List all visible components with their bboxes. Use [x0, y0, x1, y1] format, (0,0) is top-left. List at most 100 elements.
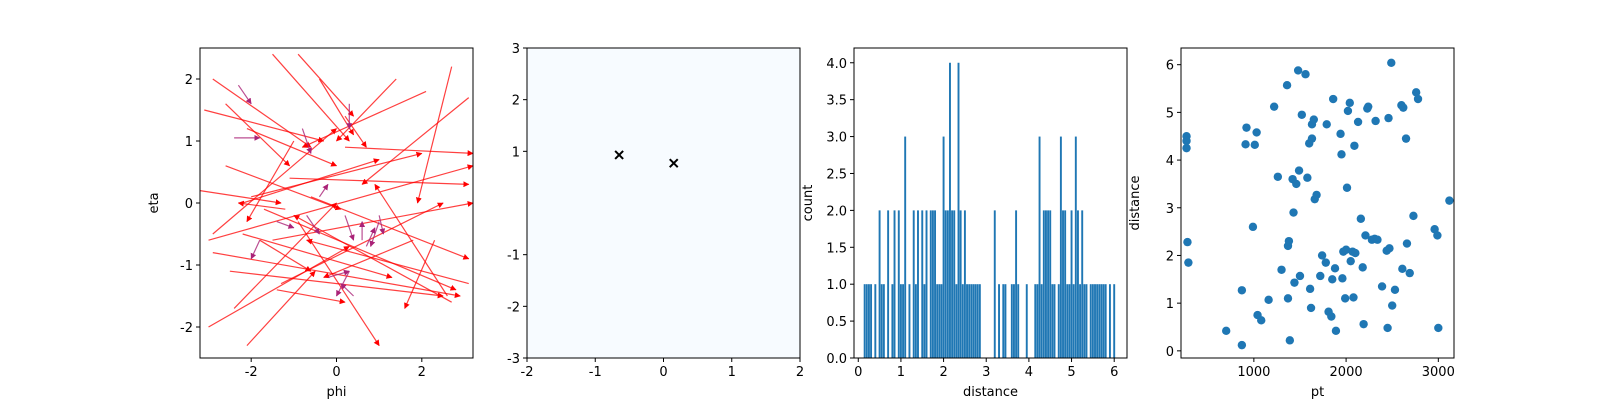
- scatter-point: [1295, 271, 1305, 281]
- arrow: [225, 103, 291, 167]
- scatter-point: [1340, 294, 1350, 303]
- scatter-point: [1241, 140, 1250, 149]
- bar: [931, 210, 934, 358]
- arrow: [280, 202, 444, 285]
- arrow: [225, 165, 342, 211]
- y-tick-label: -2: [507, 300, 520, 315]
- bar: [867, 284, 870, 358]
- heatmap-field: [527, 48, 800, 358]
- scatter-point: [1373, 235, 1382, 244]
- bar: [882, 284, 885, 358]
- scatter-point: [1257, 316, 1266, 325]
- bar: [972, 284, 975, 358]
- y-axis-label: distance: [1128, 175, 1143, 230]
- bar: [938, 284, 941, 358]
- scatter-point: [1264, 295, 1273, 305]
- y-tick-label: 2.0: [826, 204, 847, 219]
- arrow: [246, 128, 338, 167]
- scatter-point: [1293, 66, 1303, 75]
- y-tick-label: 3: [512, 42, 520, 57]
- bar: [1085, 284, 1088, 358]
- scatter-point: [1336, 129, 1345, 139]
- y-tick-label: 1: [1166, 297, 1174, 312]
- scatter-point: [1297, 110, 1307, 119]
- bar: [1094, 284, 1096, 358]
- scatter-point: [1283, 294, 1293, 303]
- bar: [1108, 284, 1111, 358]
- bar: [921, 210, 924, 358]
- bar: [970, 284, 973, 358]
- bar: [963, 210, 966, 358]
- bar: [897, 210, 900, 358]
- bar: [1013, 284, 1015, 358]
- y-tick-label: 4: [1166, 154, 1174, 169]
- scatter-point: [1405, 268, 1414, 278]
- bar: [1036, 284, 1039, 358]
- bar: [1072, 284, 1075, 358]
- bar: [957, 62, 960, 359]
- x-tick-label: 2: [418, 365, 426, 380]
- x-tick-label: -2: [245, 365, 258, 380]
- scatter-point: [1309, 115, 1319, 124]
- bar: [925, 210, 928, 358]
- bar: [1017, 284, 1020, 358]
- bar: [998, 284, 1000, 358]
- arrow: [310, 196, 470, 260]
- scatter-point: [1445, 196, 1454, 205]
- bar: [908, 284, 911, 358]
- scatter-point: [1242, 123, 1251, 132]
- scatter-point: [1285, 336, 1295, 345]
- y-tick-label: 0: [185, 197, 193, 212]
- scatter-point: [1306, 303, 1316, 313]
- bar: [1066, 284, 1069, 358]
- y-tick-label: 3.5: [826, 94, 847, 109]
- x-tick-label: 0: [332, 365, 340, 380]
- bar: [1113, 284, 1116, 358]
- scatter-point: [1317, 251, 1327, 260]
- plot-frame: [1180, 47, 1455, 359]
- y-tick-label: -1: [507, 249, 520, 264]
- bar: [912, 210, 915, 358]
- y-tick-label: 2.5: [826, 167, 847, 182]
- scatter-point: [1388, 301, 1397, 310]
- scatter-point: [1377, 282, 1387, 291]
- y-tick-label: 0: [1166, 345, 1174, 360]
- bar: [1096, 284, 1099, 358]
- scatter-point: [1321, 258, 1331, 267]
- bar: [1040, 284, 1043, 358]
- arrow: [327, 269, 350, 278]
- scatter-point: [1250, 140, 1259, 150]
- arrow: [208, 245, 350, 328]
- scatter-point: [1273, 172, 1283, 181]
- scatter-point: [1342, 183, 1352, 192]
- bar: [955, 284, 958, 358]
- arrow: [251, 151, 423, 198]
- bar: [917, 210, 919, 358]
- y-tick-label: 3.0: [826, 131, 847, 146]
- y-tick-label: 5: [1166, 106, 1174, 121]
- bar: [1042, 210, 1045, 358]
- bar: [1100, 284, 1103, 358]
- scatter-point: [1350, 141, 1359, 150]
- y-tick-label: 1: [185, 135, 193, 150]
- bar: [878, 210, 881, 358]
- arrow: [361, 97, 470, 185]
- arrow: [404, 239, 436, 309]
- scatter-point: [1361, 231, 1370, 240]
- bar: [1034, 284, 1037, 358]
- cross-marker: [669, 158, 679, 168]
- cross-marker: [614, 150, 624, 160]
- bar: [1102, 284, 1105, 358]
- y-tick-label: 1.5: [826, 241, 847, 256]
- scatter-point: [1316, 271, 1325, 281]
- scatter-point: [1328, 94, 1338, 104]
- scatter-point: [1364, 102, 1373, 111]
- scatter-point: [1390, 285, 1400, 294]
- bar: [880, 284, 883, 358]
- scatter-point: [1330, 264, 1340, 273]
- arrow: [276, 221, 295, 229]
- arrow: [345, 146, 473, 157]
- scatter-point: [1328, 275, 1337, 284]
- scatter-point: [1292, 179, 1301, 189]
